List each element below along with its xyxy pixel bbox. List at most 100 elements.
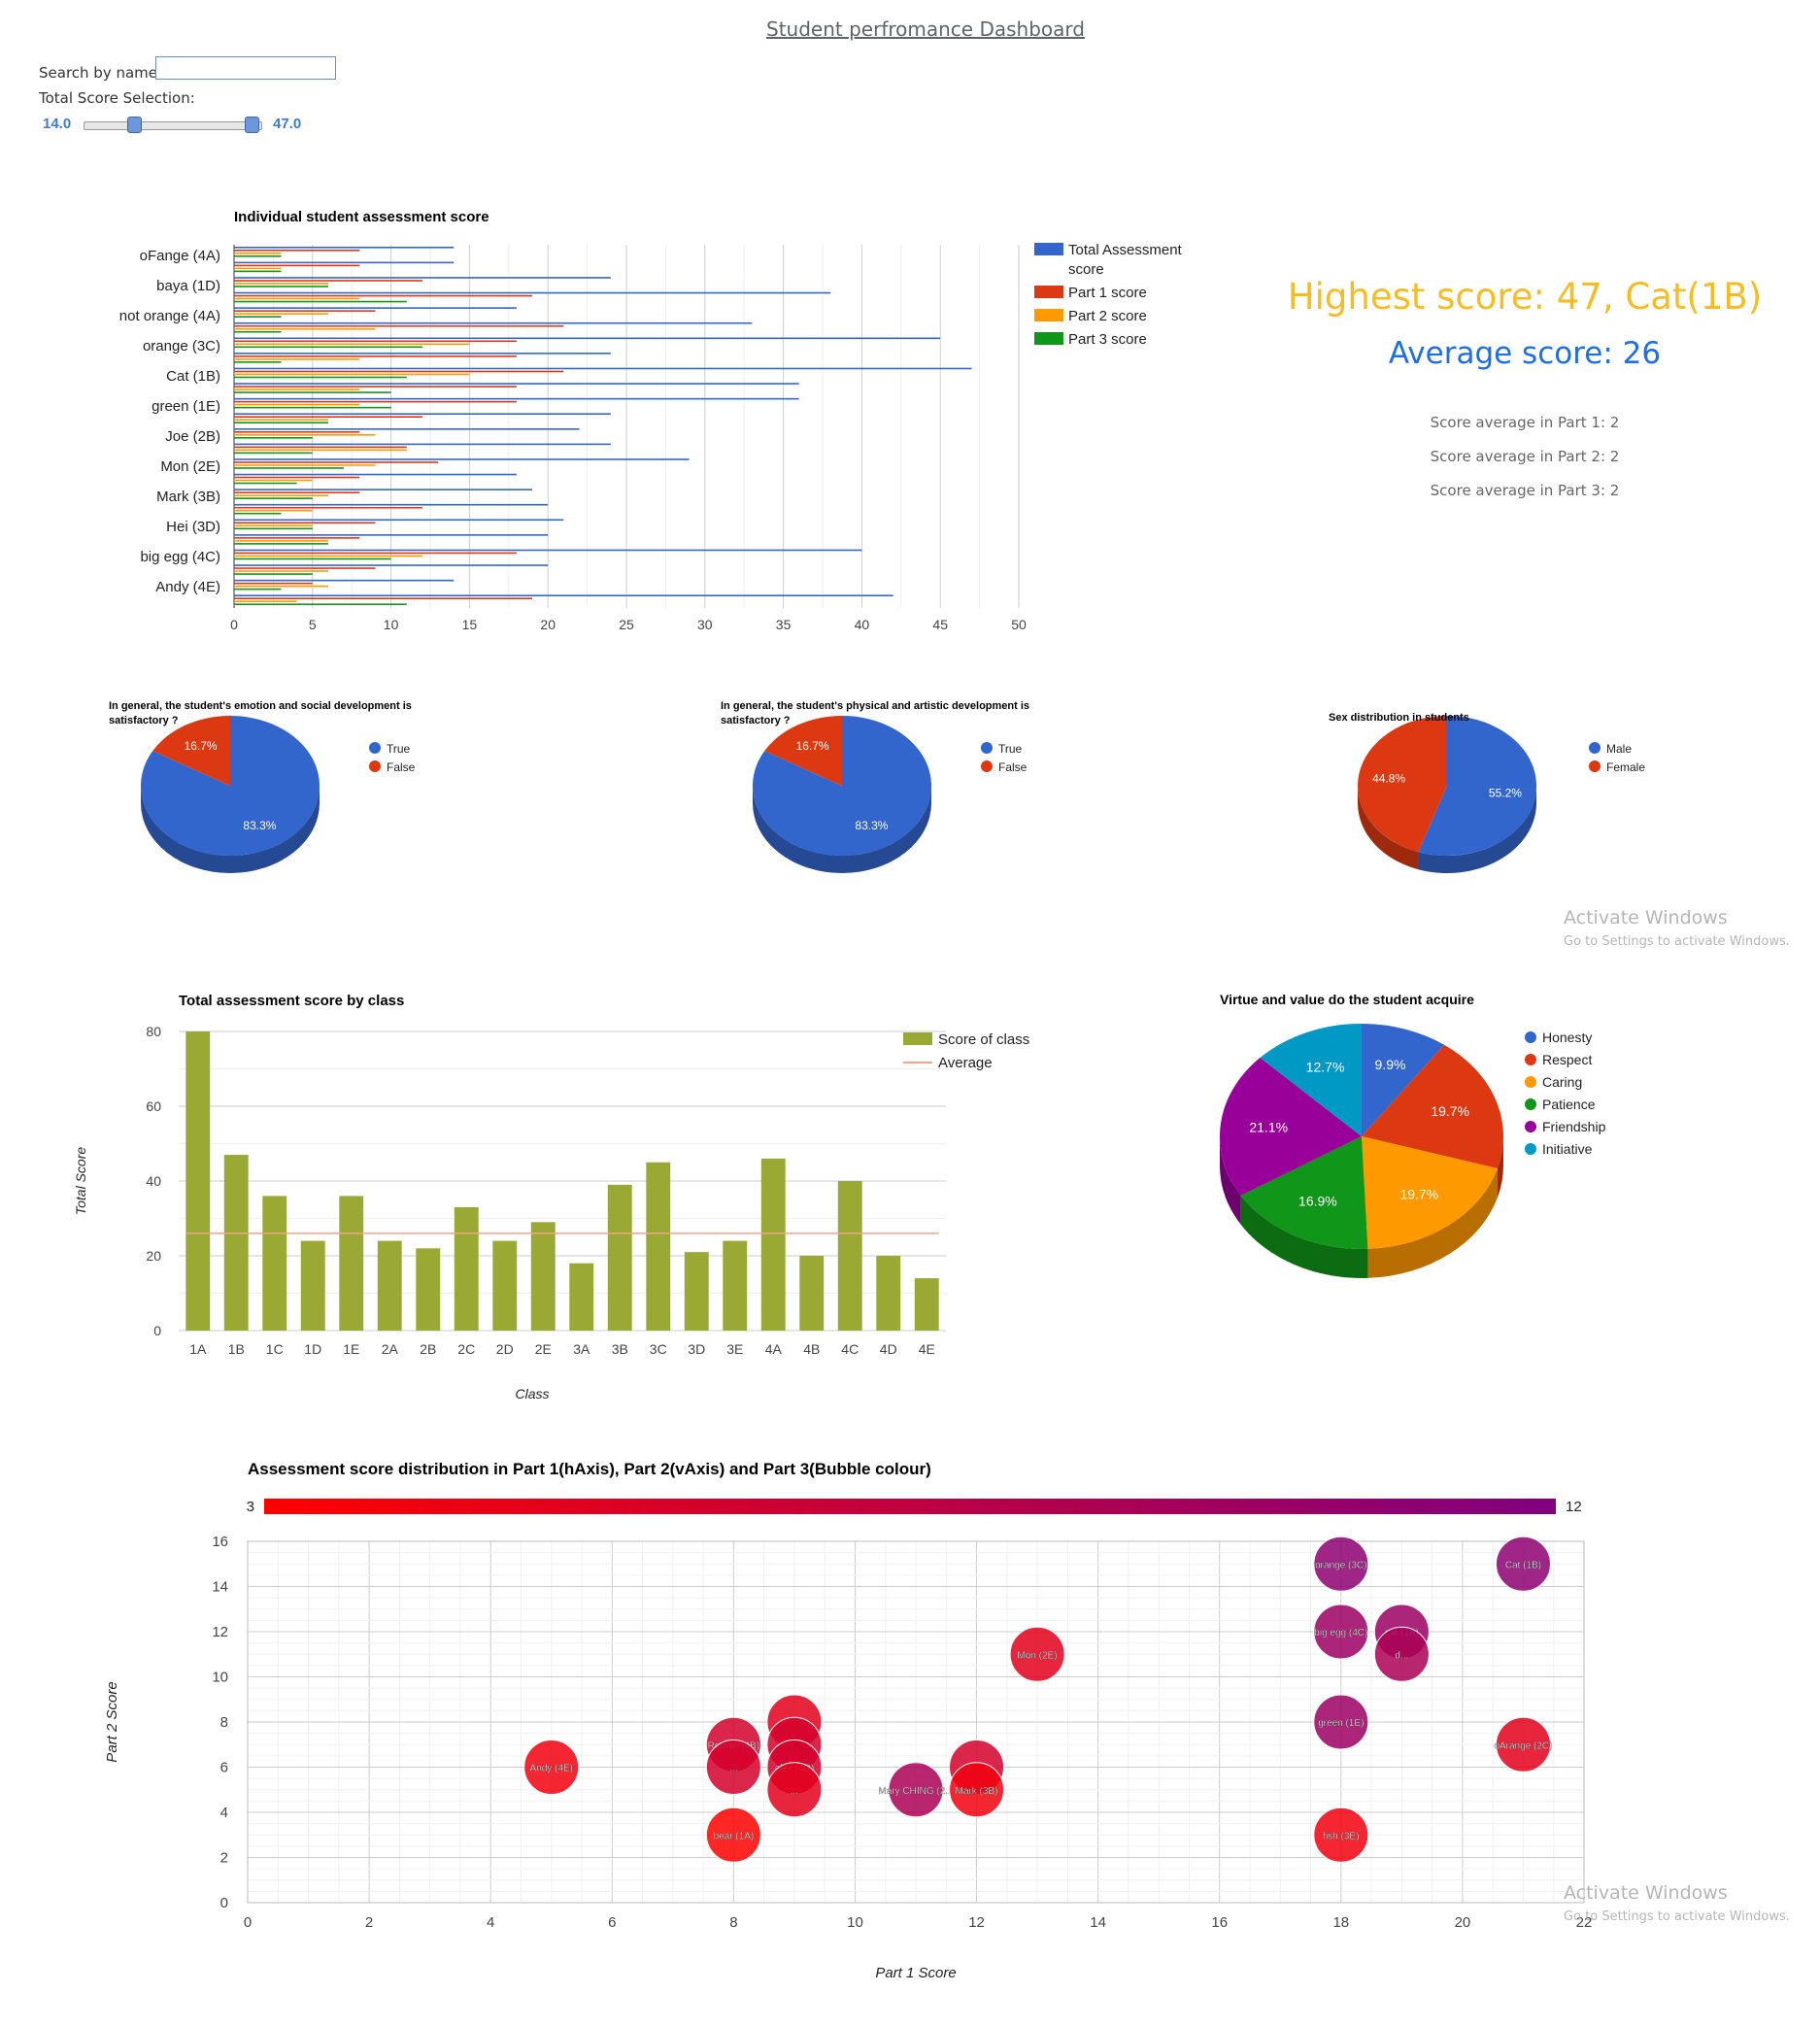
bar-0 — [234, 473, 517, 476]
legend-swatch — [903, 1032, 932, 1045]
page-title: Student perfromance Dashboard — [766, 17, 1085, 41]
bar-0 — [234, 261, 455, 264]
bar-0 — [234, 413, 611, 416]
legend-swatch — [1525, 1054, 1536, 1065]
bar-0 — [234, 277, 611, 279]
x-tick-label: 0 — [230, 617, 238, 632]
x-tick-label: 35 — [776, 617, 792, 632]
legend-label: True — [998, 742, 1023, 756]
bar-2 — [234, 283, 328, 285]
bubble-label: ... — [729, 1764, 737, 1774]
part2-average-text: Score average in Part 2: 2 — [1430, 448, 1620, 465]
x-tick-label: 2 — [365, 1914, 373, 1931]
x-tick-label: 4 — [487, 1914, 494, 1931]
pie-side-0 — [141, 786, 320, 873]
bar-0 — [234, 397, 799, 400]
bar-3 — [234, 603, 407, 606]
legend-swatch — [369, 760, 381, 772]
score-range-slider-track[interactable] — [84, 121, 262, 130]
legend-label: Part 2 score — [1068, 308, 1147, 324]
bar-1 — [234, 340, 517, 343]
y-tick-label: 40 — [146, 1173, 161, 1189]
bar-0 — [234, 549, 862, 552]
bubble-label: bear (1A) — [714, 1831, 755, 1841]
pie-value-label: 21.1% — [1249, 1120, 1288, 1135]
x-tick-label: 30 — [697, 617, 713, 632]
bubble-label: Andy (4E) — [529, 1764, 572, 1774]
bar-2 — [234, 600, 297, 603]
x-tick-label: 4A — [765, 1341, 783, 1357]
bar-3 — [234, 452, 313, 455]
bar-0 — [234, 337, 941, 340]
bar-0 — [234, 579, 455, 582]
bar-1 — [234, 386, 517, 388]
bar-1 — [234, 400, 517, 403]
bar-3 — [234, 330, 282, 333]
legend-swatch — [1525, 1121, 1536, 1132]
y-tick-label: 80 — [146, 1024, 161, 1039]
search-input[interactable] — [155, 56, 336, 80]
legend-label: Patience — [1542, 1097, 1596, 1112]
range-max-handle[interactable] — [244, 117, 259, 133]
bar-0 — [234, 489, 533, 490]
class-bar — [684, 1252, 709, 1331]
bubble-label: oArange (2C) — [1494, 1740, 1552, 1751]
y-category-label: baya (1D) — [156, 278, 220, 294]
legend-label: Score of class — [938, 1031, 1029, 1048]
pie-slice-1 — [1358, 716, 1447, 853]
pie-value-label: 16.9% — [1298, 1194, 1337, 1209]
bar-1 — [234, 416, 422, 419]
bar-1 — [234, 491, 360, 493]
bar-1 — [234, 552, 517, 555]
y-tick-label: 12 — [212, 1624, 228, 1640]
bar-3 — [234, 286, 328, 287]
x-tick-label: 1B — [228, 1341, 245, 1357]
class-bar — [876, 1256, 901, 1331]
watermark-title-2: Activate Windows — [1564, 1882, 1728, 1904]
y-category-label: big egg (4C) — [140, 549, 220, 565]
legend-swatch — [1525, 1076, 1536, 1088]
bar-2 — [234, 540, 328, 542]
legend-label: Average — [938, 1055, 993, 1071]
bubble — [766, 1762, 823, 1818]
bar-3 — [234, 467, 345, 469]
bar-0 — [234, 321, 753, 324]
bar-1 — [234, 280, 422, 282]
x-tick-label: 2C — [457, 1341, 475, 1357]
x-tick-label: 6 — [608, 1914, 616, 1931]
bar-2 — [234, 464, 376, 466]
legend-label: False — [998, 760, 1028, 774]
bar-2 — [234, 297, 360, 300]
y-tick-label: 6 — [220, 1760, 228, 1776]
y-category-label: Andy (4E) — [155, 579, 220, 595]
y-tick-label: 60 — [146, 1098, 161, 1114]
bar-2 — [234, 373, 470, 376]
bar-2 — [234, 434, 376, 436]
x-tick-label: 3A — [573, 1341, 590, 1357]
pie-title: satisfactory ? — [109, 715, 179, 726]
bar-2 — [234, 524, 313, 527]
bar-1 — [234, 446, 407, 449]
x-tick-label: 4D — [880, 1341, 897, 1357]
bar-3 — [234, 270, 282, 273]
score-bubble-chart: Assessment score distribution in Part 1(… — [104, 1460, 1592, 1981]
range-min-handle[interactable] — [126, 117, 142, 133]
class-bar — [185, 1031, 211, 1331]
bubble — [705, 1739, 761, 1795]
bubble-label: green (1E) — [1318, 1718, 1364, 1729]
legend-swatch — [1525, 1031, 1536, 1043]
pie-side-0 — [753, 786, 931, 873]
x-tick-label: 3C — [650, 1341, 667, 1357]
x-tick-label: 2D — [496, 1341, 514, 1357]
pie-title: In general, the student's physical and a… — [721, 700, 1029, 712]
legend-label: score — [1068, 261, 1104, 278]
bubble-label: Cat (1B) — [1505, 1560, 1541, 1570]
bar-0 — [234, 428, 580, 430]
x-tick-label: 2E — [535, 1341, 552, 1357]
class-bar — [723, 1240, 748, 1331]
bar-3 — [234, 527, 313, 530]
class-bar — [530, 1222, 556, 1331]
pie-value-label: 9.9% — [1375, 1057, 1406, 1072]
virtue-pie-chart: 9.9% 19.7% 19.7% 16.9% 21.1% 12.7% Virtue and … — [1220, 992, 1606, 1278]
pie-side-1 — [1497, 1136, 1503, 1199]
